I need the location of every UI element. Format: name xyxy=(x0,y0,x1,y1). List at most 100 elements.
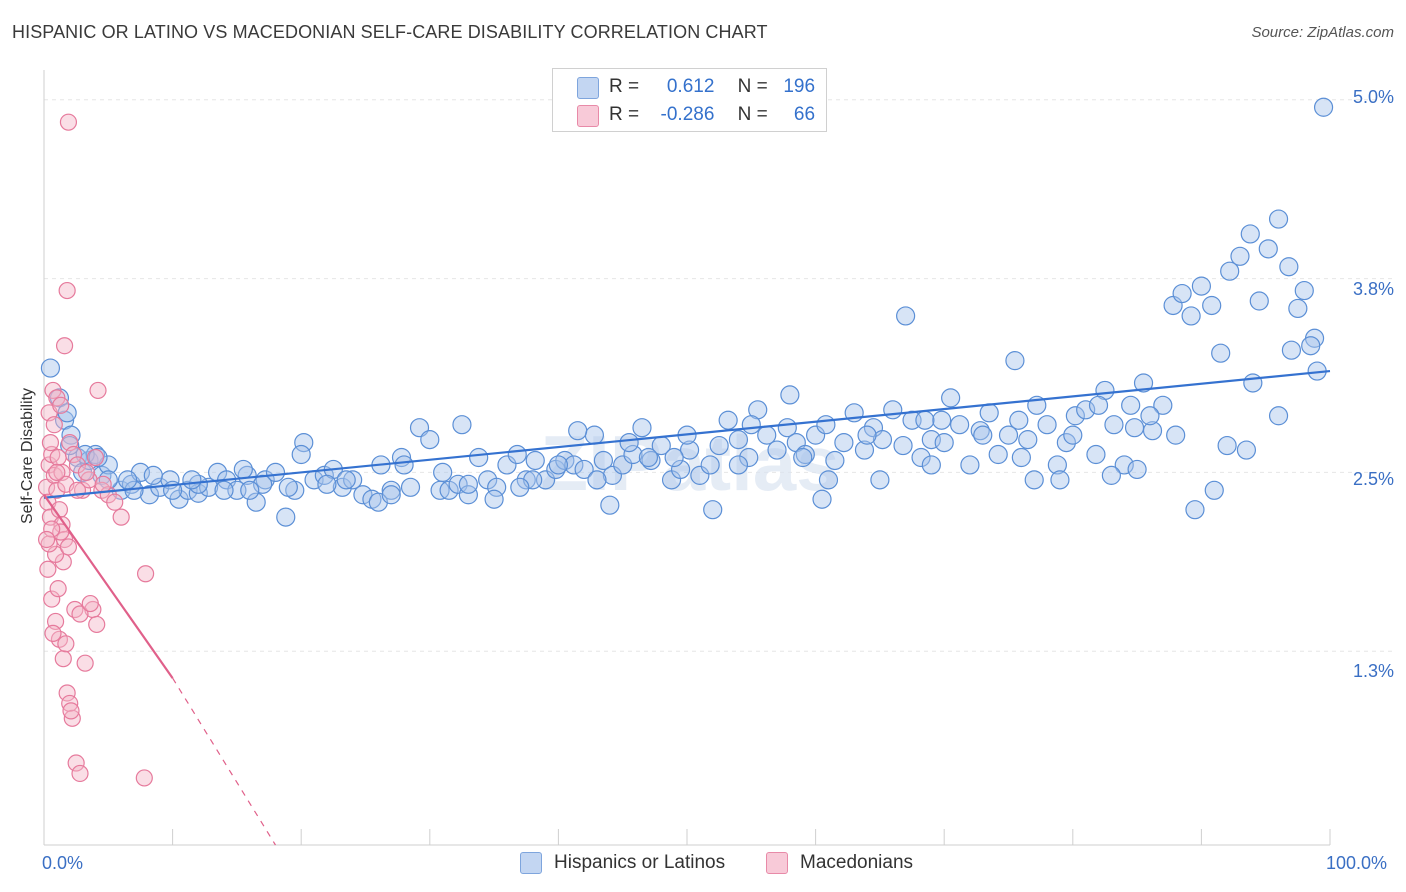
y-tick-3-8: 3.8% xyxy=(1352,279,1394,299)
point-macedonians-51 xyxy=(71,605,89,623)
point-macedonians-14 xyxy=(54,650,72,668)
point-hispanics-185 xyxy=(1005,351,1025,371)
point-macedonians-42 xyxy=(89,381,107,400)
point-hispanics-190 xyxy=(568,421,588,441)
point-hispanics-95 xyxy=(932,410,952,430)
point-hispanics-155 xyxy=(548,455,569,475)
point-macedonians-54 xyxy=(43,520,61,538)
y-tick-1-3: 1.3% xyxy=(1352,661,1394,681)
x-tick-max: 100.0% xyxy=(1326,853,1388,873)
point-hispanics-87 xyxy=(854,440,875,460)
point-macedonians-65 xyxy=(77,463,96,482)
point-hispanics-172 xyxy=(793,447,813,468)
point-macedonians-40 xyxy=(59,113,78,131)
point-hispanics-102 xyxy=(998,425,1019,445)
legend-item-macedonians[interactable]: Macedonians xyxy=(766,852,913,874)
point-hispanics-91 xyxy=(893,435,913,456)
point-hispanics-191 xyxy=(510,477,530,497)
point-hispanics-173 xyxy=(870,470,890,490)
point-hispanics-186 xyxy=(896,306,916,326)
n-label: N = xyxy=(737,104,768,125)
r-label: R = xyxy=(609,76,640,97)
point-hispanics-149 xyxy=(1204,480,1224,500)
point-hispanics-176 xyxy=(1063,425,1083,445)
point-hispanics-195 xyxy=(278,477,298,497)
point-macedonians-24 xyxy=(55,337,74,355)
point-macedonians-38 xyxy=(106,493,124,511)
point-hispanics-116 xyxy=(1133,373,1154,393)
point-hispanics-47 xyxy=(469,447,489,468)
series-macedonians-points xyxy=(37,113,155,787)
point-hispanics-60 xyxy=(593,450,614,471)
point-hispanics-122 xyxy=(1191,276,1212,296)
point-hispanics-192 xyxy=(452,415,472,435)
point-macedonians-58 xyxy=(81,594,99,613)
point-hispanics-131 xyxy=(1279,257,1299,277)
point-hispanics-96 xyxy=(941,388,961,408)
point-hispanics-84 xyxy=(825,450,845,471)
point-hispanics-69 xyxy=(679,440,700,460)
point-hispanics-100 xyxy=(979,403,999,423)
point-hispanics-157 xyxy=(317,474,337,494)
point-hispanics-144 xyxy=(1024,470,1044,490)
point-hispanics-167 xyxy=(458,474,478,494)
point-hispanics-115 xyxy=(1124,418,1145,438)
point-macedonians-41 xyxy=(58,281,76,300)
point-macedonians-56 xyxy=(57,635,75,653)
point-hispanics-154 xyxy=(638,447,659,468)
chart-title: HISPANIC OR LATINO VS MACEDONIAN SELF-CA… xyxy=(12,22,768,42)
point-macedonians-55 xyxy=(49,580,67,598)
grid-lines xyxy=(44,99,1396,652)
point-hispanics-184 xyxy=(1088,395,1109,415)
point-hispanics-53 xyxy=(525,450,545,471)
point-macedonians-11 xyxy=(43,590,61,608)
point-hispanics-51 xyxy=(507,444,527,465)
point-hispanics-153 xyxy=(741,415,761,435)
point-hispanics-64 xyxy=(632,418,652,438)
point-hispanics-178 xyxy=(1166,425,1186,445)
stats-legend: R = 0.612 N = 196 R = -0.286 N = 66 xyxy=(552,68,827,132)
point-hispanics-189 xyxy=(619,432,639,453)
point-macedonians-57 xyxy=(62,702,80,720)
point-hispanics-109 xyxy=(1065,406,1085,426)
point-hispanics-170 xyxy=(664,447,684,468)
legend-swatch-macedonians xyxy=(766,852,788,874)
point-hispanics-124 xyxy=(1211,343,1231,363)
point-hispanics-59 xyxy=(584,425,605,445)
x-tick-min: 0.0% xyxy=(42,853,84,873)
legend-label-macedonians: Macedonians xyxy=(800,852,914,873)
legend-swatch-hispanics xyxy=(577,77,599,99)
point-hispanics-117 xyxy=(1142,421,1163,441)
r-label: R = xyxy=(609,104,640,125)
point-hispanics-194 xyxy=(336,470,356,490)
point-hispanics-140 xyxy=(600,495,620,515)
point-hispanics-68 xyxy=(670,459,691,480)
point-hispanics-0 xyxy=(40,358,61,378)
legend-item-hispanics[interactable]: Hispanics or Latinos xyxy=(520,852,725,874)
point-hispanics-78 xyxy=(767,440,787,460)
point-hispanics-103 xyxy=(1009,410,1029,430)
point-macedonians-19 xyxy=(71,764,89,783)
point-hispanics-35 xyxy=(353,485,373,505)
point-hispanics-125 xyxy=(1220,261,1240,281)
point-hispanics-13 xyxy=(139,485,160,505)
point-hispanics-164 xyxy=(240,480,260,500)
point-hispanics-139 xyxy=(484,489,504,509)
point-hispanics-40 xyxy=(400,477,421,497)
point-macedonians-35 xyxy=(86,448,105,467)
point-hispanics-145 xyxy=(1127,459,1147,480)
point-hispanics-159 xyxy=(98,470,118,490)
point-macedonians-61 xyxy=(44,624,62,642)
point-hispanics-151 xyxy=(973,425,993,445)
point-hispanics-174 xyxy=(934,432,954,453)
point-hispanics-71 xyxy=(700,455,720,475)
point-hispanics-26 xyxy=(265,462,286,483)
point-hispanics-152 xyxy=(857,425,877,445)
point-hispanics-98 xyxy=(960,455,980,475)
point-hispanics-93 xyxy=(911,447,931,468)
point-hispanics-166 xyxy=(394,455,414,475)
legend-swatch-hispanics xyxy=(520,852,542,874)
point-hispanics-180 xyxy=(1281,340,1302,360)
point-hispanics-27 xyxy=(276,507,296,527)
y-tick-5-0: 5.0% xyxy=(1352,87,1394,107)
